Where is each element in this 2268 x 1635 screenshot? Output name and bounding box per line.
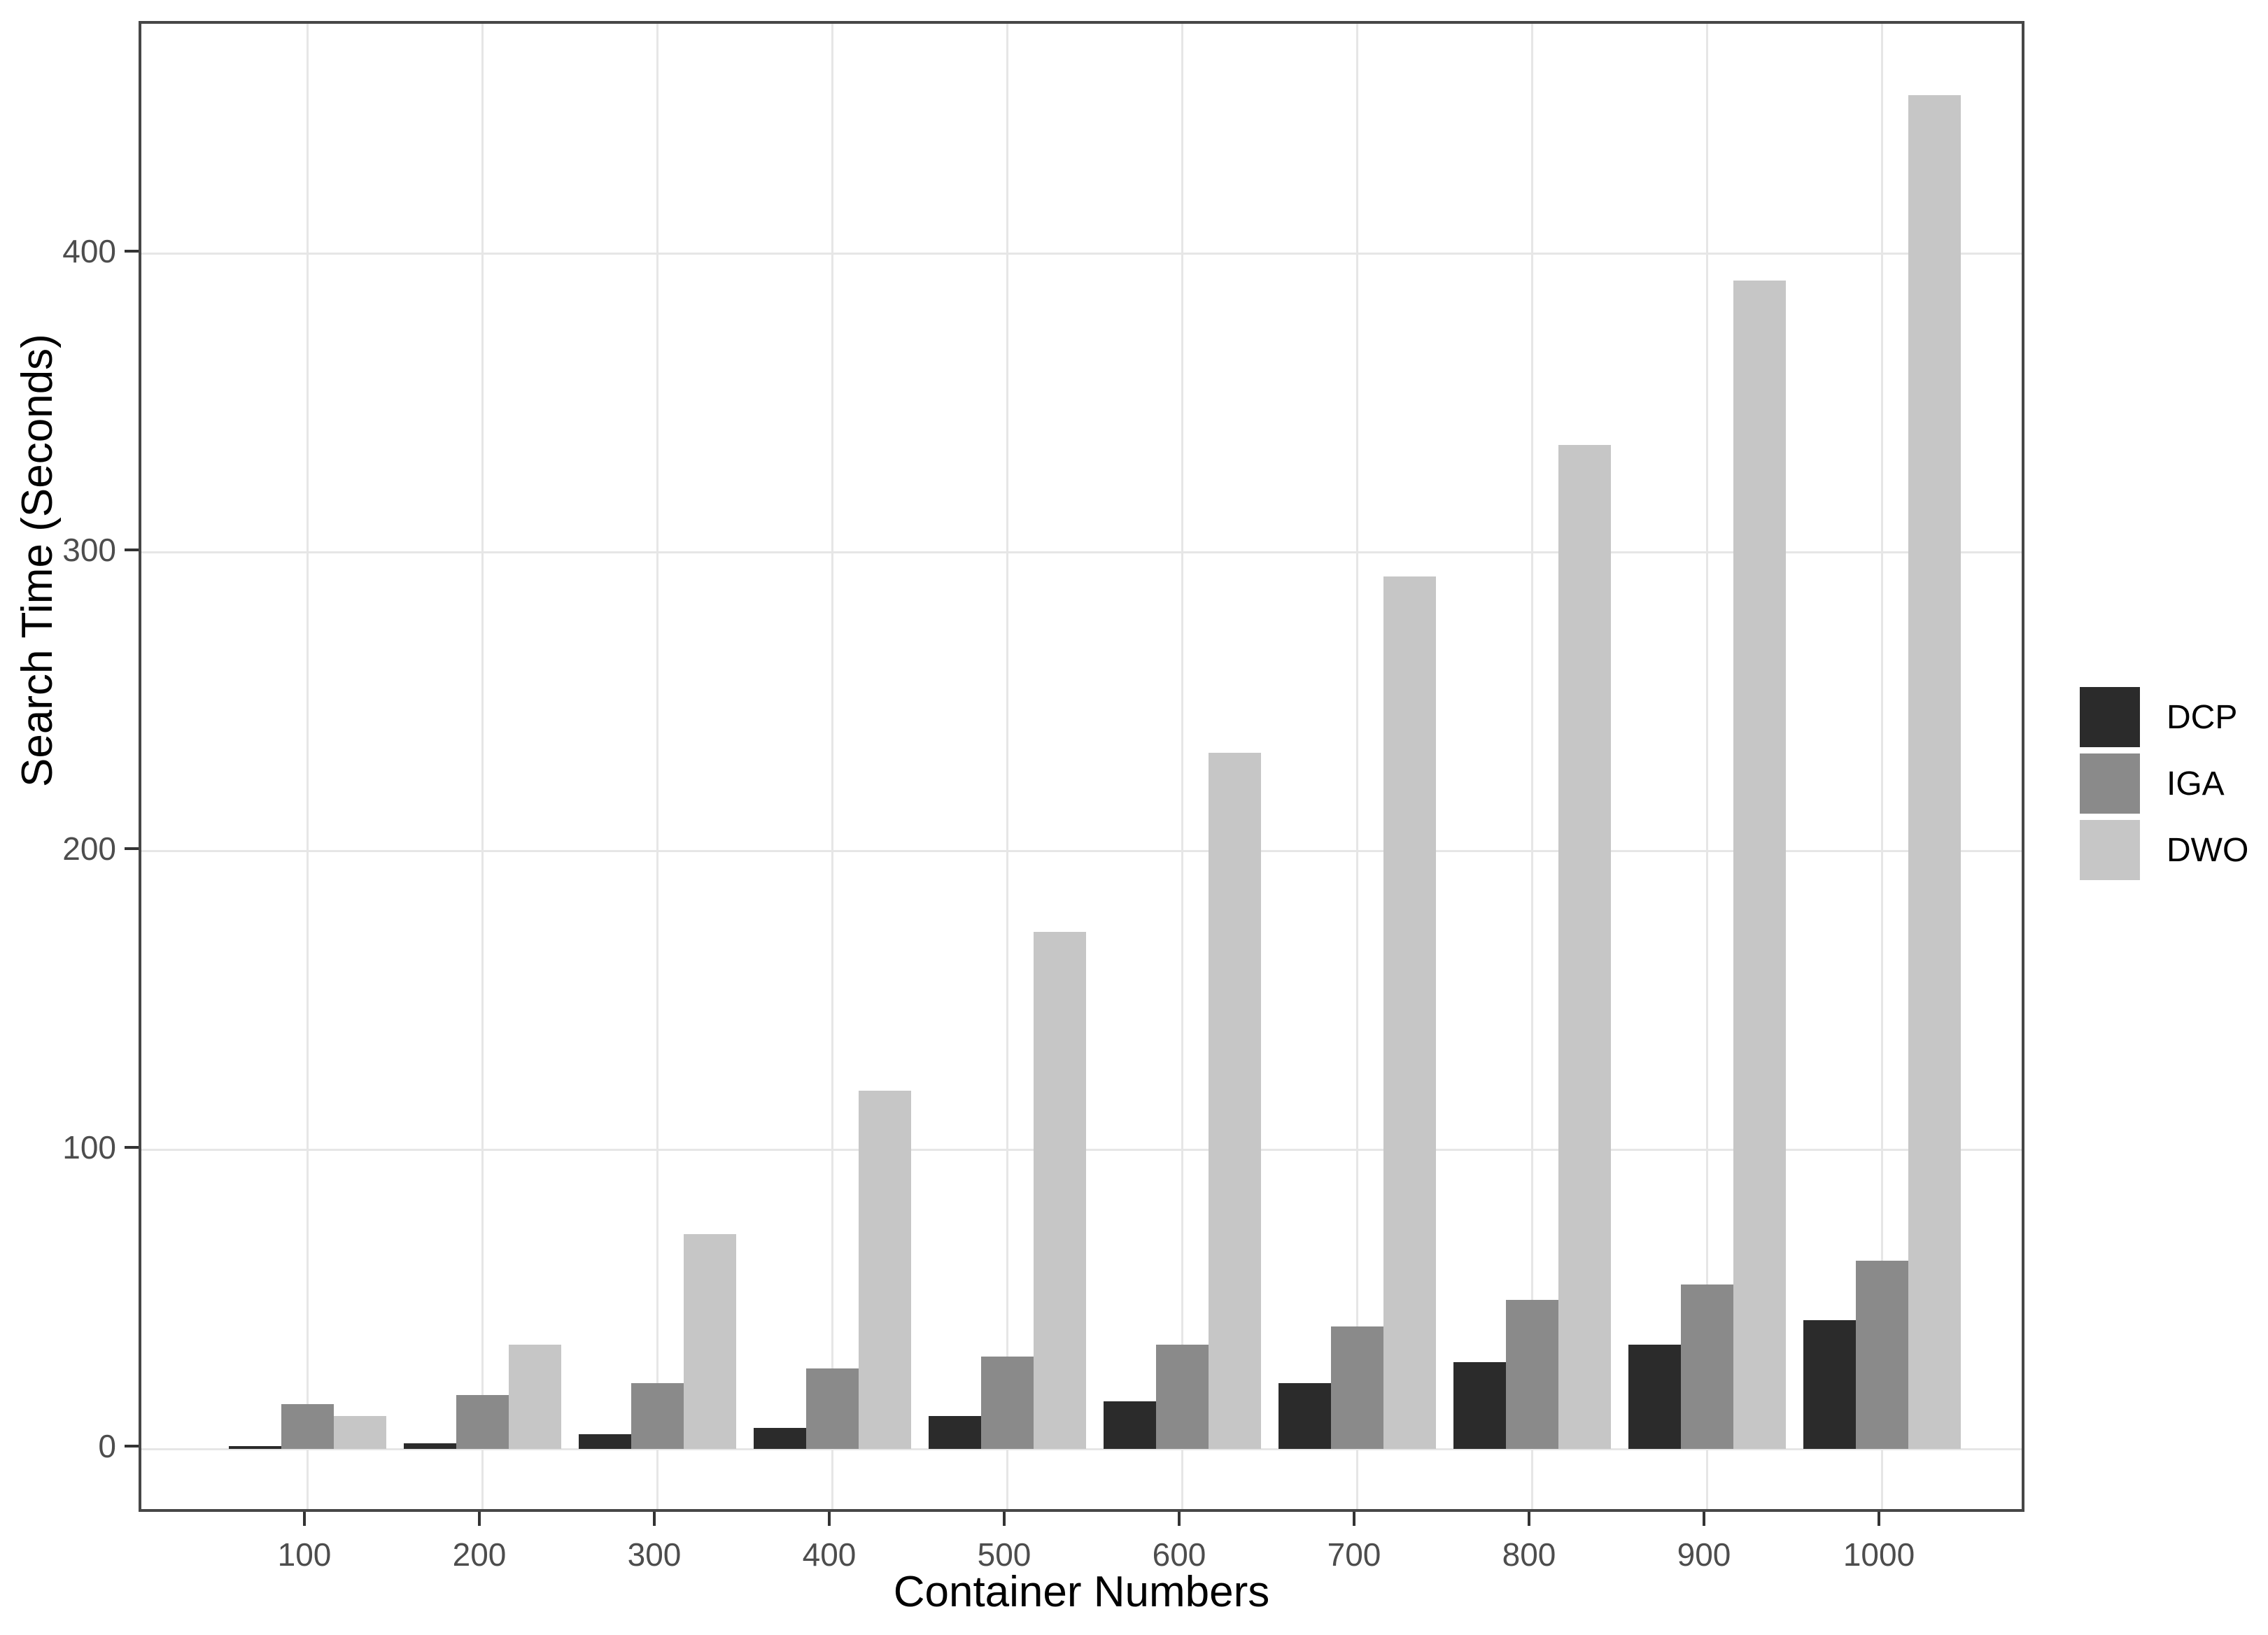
bar-DWO-1000 <box>1908 95 1961 1450</box>
y-tick-label-400: 400 <box>62 232 116 269</box>
bar-DCP-500 <box>928 1416 981 1450</box>
x-axis-title: Container Numbers <box>893 1568 1270 1616</box>
x-tick-mark-400 <box>828 1512 831 1526</box>
bar-IGA-200 <box>456 1395 509 1450</box>
gridline-y-400 <box>141 253 2022 255</box>
x-tick-label-700: 700 <box>1327 1536 1381 1573</box>
x-tick-label-400: 400 <box>802 1536 857 1573</box>
y-tick-label-300: 300 <box>62 531 116 568</box>
bar-IGA-700 <box>1330 1326 1383 1450</box>
y-tick-label-0: 0 <box>98 1428 116 1465</box>
legend-label-DWO: DWO <box>2167 831 2249 869</box>
legend-item-IGA: IGA <box>2080 753 2248 814</box>
bar-DWO-500 <box>1033 932 1086 1450</box>
bar-DCP-800 <box>1453 1362 1506 1450</box>
gridline-x-400 <box>831 24 833 1509</box>
y-tick-mark-200 <box>125 847 139 850</box>
bar-DCP-200 <box>403 1443 456 1450</box>
gridline-y-0 <box>141 1448 2022 1450</box>
gridline-x-500 <box>1006 24 1008 1509</box>
bar-DCP-700 <box>1278 1383 1331 1450</box>
bar-DWO-200 <box>508 1344 561 1450</box>
bar-DWO-700 <box>1383 576 1436 1450</box>
legend-swatch-DCP <box>2080 687 2140 747</box>
gridline-x-1000 <box>1880 24 1883 1509</box>
x-tick-mark-1000 <box>1878 1512 1880 1526</box>
bar-IGA-800 <box>1505 1299 1558 1450</box>
bar-DCP-600 <box>1103 1401 1156 1450</box>
x-tick-label-1000: 1000 <box>1843 1536 1915 1573</box>
bar-DCP-900 <box>1628 1344 1681 1450</box>
x-tick-mark-300 <box>653 1512 656 1526</box>
bar-DCP-1000 <box>1803 1320 1856 1450</box>
gridline-x-100 <box>306 24 309 1509</box>
y-tick-label-100: 100 <box>62 1128 116 1166</box>
gridline-y-200 <box>141 850 2022 853</box>
legend-swatch-DWO <box>2080 820 2140 880</box>
x-tick-mark-900 <box>1703 1512 1705 1526</box>
bar-IGA-900 <box>1680 1284 1733 1450</box>
bar-DWO-400 <box>858 1090 911 1450</box>
bar-DCP-300 <box>578 1434 631 1450</box>
x-tick-mark-800 <box>1528 1512 1530 1526</box>
gridline-x-700 <box>1355 24 1358 1509</box>
y-tick-mark-300 <box>125 548 139 551</box>
x-tick-mark-100 <box>303 1512 306 1526</box>
y-tick-mark-100 <box>125 1145 139 1149</box>
bar-DWO-800 <box>1558 445 1611 1450</box>
legend-swatch-IGA <box>2080 753 2140 814</box>
bar-IGA-1000 <box>1855 1261 1908 1450</box>
x-tick-label-200: 200 <box>452 1536 507 1573</box>
gridline-x-300 <box>656 24 658 1509</box>
legend-item-DWO: DWO <box>2080 820 2248 880</box>
gridline-x-200 <box>481 24 484 1509</box>
bar-IGA-300 <box>631 1383 684 1450</box>
plot-panel <box>139 21 2024 1512</box>
bar-IGA-400 <box>805 1368 859 1450</box>
x-tick-label-900: 900 <box>1677 1536 1731 1573</box>
bar-DCP-100 <box>228 1445 281 1450</box>
bar-DWO-600 <box>1208 753 1261 1450</box>
bar-IGA-500 <box>980 1356 1034 1450</box>
x-tick-mark-700 <box>1353 1512 1355 1526</box>
legend-label-DCP: DCP <box>2167 698 2238 736</box>
x-tick-mark-500 <box>1003 1512 1006 1526</box>
gridline-x-900 <box>1705 24 1708 1509</box>
x-tick-mark-600 <box>1178 1512 1181 1526</box>
y-axis-title: Search Time (Seconds) <box>13 334 62 787</box>
legend-item-DCP: DCP <box>2080 687 2248 747</box>
bar-DWO-900 <box>1733 281 1786 1450</box>
bar-DWO-300 <box>683 1233 736 1450</box>
x-tick-mark-200 <box>478 1512 481 1526</box>
bar-IGA-600 <box>1155 1344 1209 1450</box>
x-tick-label-100: 100 <box>277 1536 332 1573</box>
legend: DCP IGA DWO <box>2080 687 2248 886</box>
x-tick-label-300: 300 <box>627 1536 682 1573</box>
y-tick-mark-0 <box>125 1445 139 1448</box>
y-tick-mark-400 <box>125 249 139 253</box>
x-tick-label-500: 500 <box>977 1536 1031 1573</box>
bar-DWO-100 <box>333 1416 386 1450</box>
legend-label-IGA: IGA <box>2167 765 2225 802</box>
gridline-x-600 <box>1181 24 1183 1509</box>
gridline-x-800 <box>1530 24 1533 1509</box>
bar-DCP-400 <box>753 1428 806 1450</box>
x-tick-label-600: 600 <box>1152 1536 1206 1573</box>
x-tick-label-800: 800 <box>1502 1536 1556 1573</box>
gridline-y-300 <box>141 551 2022 554</box>
y-tick-label-200: 200 <box>62 830 116 867</box>
bar-IGA-100 <box>281 1403 334 1450</box>
